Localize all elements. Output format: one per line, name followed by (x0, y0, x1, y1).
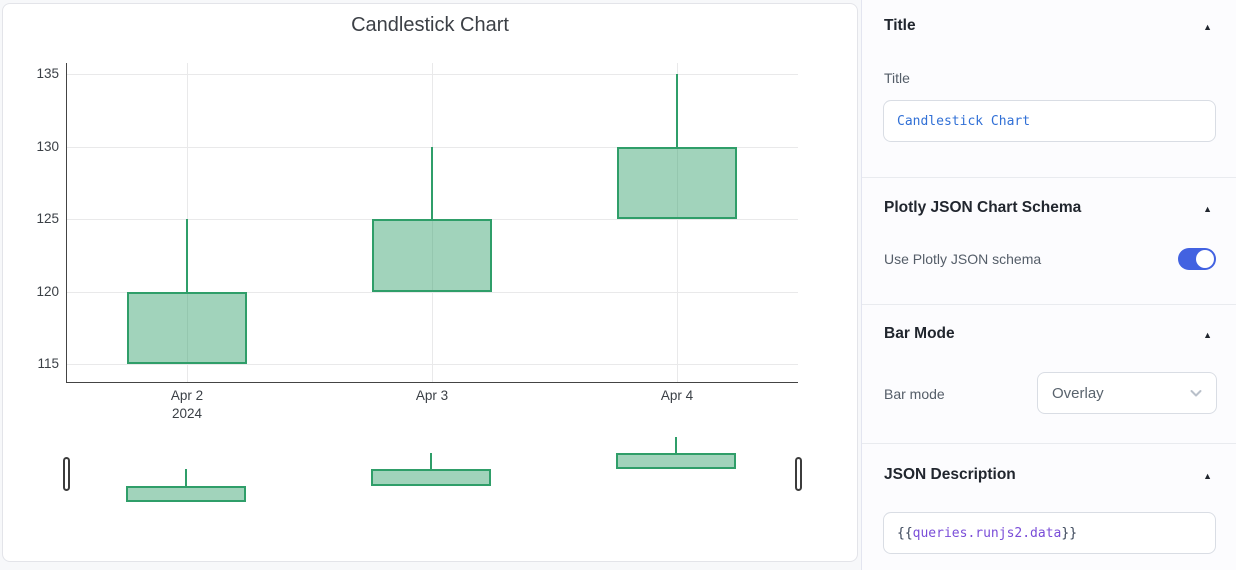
y-tick-label: 125 (36, 211, 59, 226)
schema-toggle-label: Use Plotly JSON schema (884, 251, 1042, 267)
y-tick-label: 120 (36, 283, 59, 299)
y-tick-label: 135 (36, 66, 59, 81)
y-tick-label: 115 (37, 356, 59, 371)
chart-title: Candlestick Chart (351, 14, 509, 36)
candlestick (126, 485, 246, 502)
candle-upper-wick (184, 469, 188, 486)
section-header-json: JSON Description (884, 466, 1016, 483)
chart-widget: Candlestick Chart 115 120 125 130 135 Apr 2 20… (2, 3, 858, 562)
candlestick[interactable] (617, 146, 737, 219)
x-tick-label: Apr 4 (660, 388, 694, 403)
title-input-value: Candlestick Chart (897, 113, 1031, 129)
plotly-schema-toggle[interactable] (1178, 248, 1216, 270)
candlestick[interactable] (127, 291, 247, 364)
inspector-panel: Title ▲ Title Candlestick Chart Plotly J… (861, 0, 1236, 570)
rangeslider-left-handle[interactable] (62, 457, 70, 491)
section-divider (862, 443, 1236, 444)
json-value-close-braces: }} (1061, 525, 1078, 541)
section-divider (862, 304, 1236, 305)
candlestick (371, 469, 491, 486)
collapse-icon[interactable]: ▲ (1203, 204, 1212, 214)
toggle-knob (1196, 250, 1214, 268)
plot-area[interactable]: 115 120 125 130 135 Apr 2 2024 Apr 3 Apr 4 (36, 63, 798, 421)
candle-upper-wick (675, 74, 679, 147)
candlestick[interactable] (372, 219, 492, 292)
collapse-icon[interactable]: ▲ (1203, 22, 1212, 32)
title-field-label: Title (884, 70, 910, 86)
rangeslider[interactable] (62, 436, 802, 518)
candle-upper-wick (429, 453, 433, 470)
chevron-down-icon (1190, 390, 1202, 397)
x-gridline (677, 63, 678, 382)
section-divider (862, 177, 1236, 178)
title-input[interactable]: Candlestick Chart (883, 100, 1216, 142)
rangeslider-right-handle[interactable] (794, 457, 802, 491)
json-value-expression: queries.runjs2.data (912, 525, 1062, 541)
x-tick-label: Apr 3 (415, 388, 449, 403)
section-header-schema: Plotly JSON Chart Schema (884, 199, 1082, 216)
barmode-selected-value: Overlay (1052, 384, 1104, 402)
json-value-open-braces: {{ (897, 525, 913, 541)
x-tick-label: Apr 2 2024 (132, 387, 242, 423)
barmode-field-label: Bar mode (884, 386, 945, 402)
section-header-title: Title (884, 17, 916, 34)
collapse-icon[interactable]: ▲ (1203, 330, 1212, 340)
candle-upper-wick (674, 436, 678, 453)
x-gridline (432, 63, 433, 382)
barmode-select[interactable]: Overlay (1037, 372, 1217, 414)
candle-upper-wick (430, 146, 434, 219)
candlestick (616, 453, 736, 470)
json-description-input[interactable]: {{queries.runjs2.data}} (883, 512, 1216, 554)
collapse-icon[interactable]: ▲ (1203, 471, 1212, 481)
section-header-barmode: Bar Mode (884, 325, 955, 342)
x-tick-year-label: 2024 (171, 406, 203, 421)
y-tick-label: 130 (36, 138, 59, 154)
candle-upper-wick (185, 219, 189, 292)
